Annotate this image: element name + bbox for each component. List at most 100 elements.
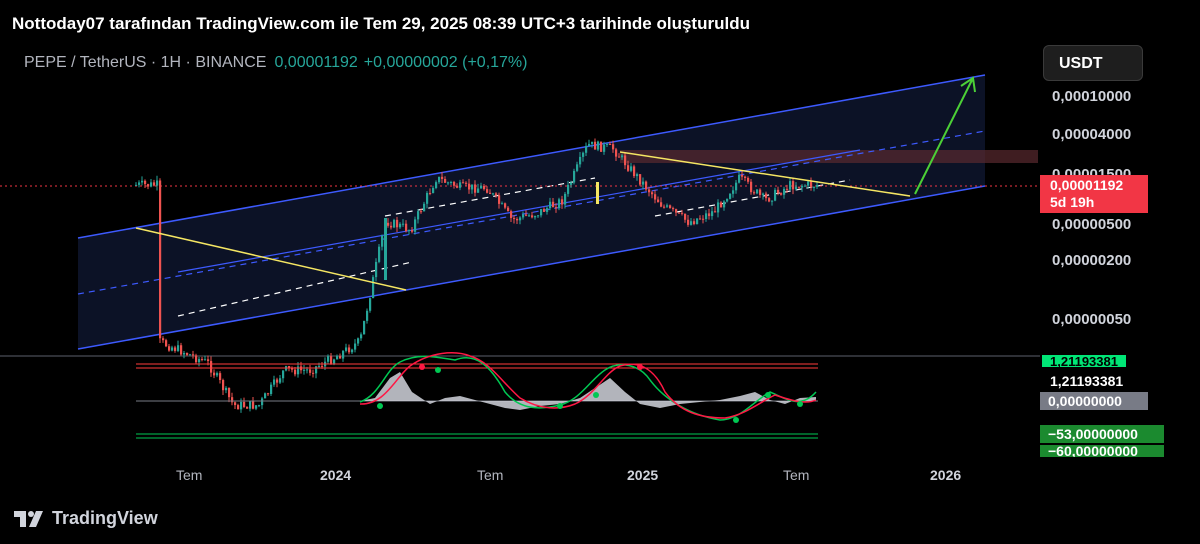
candle-body: [450, 181, 453, 183]
candle-body: [596, 182, 599, 204]
candle-body: [219, 373, 222, 381]
candle-body: [270, 384, 273, 394]
candle-body: [360, 334, 363, 339]
candle-body: [702, 218, 705, 220]
candle-body: [786, 188, 789, 190]
x-tick-label: 2026: [930, 467, 962, 483]
indicator-lower-tag-2: −60,00000000: [1040, 445, 1164, 457]
candle-body: [546, 208, 549, 212]
candle-body: [639, 174, 642, 185]
candle-body: [456, 185, 459, 188]
candle-body: [411, 230, 414, 232]
candle-body: [660, 202, 663, 207]
candle-body: [435, 182, 438, 189]
candle-body: [609, 143, 612, 145]
candle-body: [366, 310, 369, 321]
candle-body: [156, 180, 159, 186]
candle-body: [552, 201, 555, 208]
chart-panel[interactable]: [0, 40, 1200, 495]
candle-body: [753, 192, 756, 194]
current-price-value: 0,00001192: [1050, 177, 1124, 193]
candle-body: [405, 223, 408, 232]
candle-body: [756, 189, 759, 194]
candle-body: [555, 207, 558, 209]
oscillator-cross-dot: [593, 392, 599, 398]
candle-body: [273, 379, 276, 385]
regression-line: [177, 261, 413, 317]
candle-body: [486, 189, 489, 193]
candle-body: [561, 199, 564, 205]
candle-body: [558, 199, 561, 209]
candle-body: [687, 219, 690, 225]
candle-body: [306, 369, 309, 371]
channel-inner-line: [177, 149, 861, 273]
candle-body: [513, 217, 516, 220]
candle-body: [429, 193, 432, 195]
candle-body: [498, 195, 501, 204]
candle-body: [225, 387, 228, 391]
candle-body: [528, 215, 531, 217]
candle-body: [537, 215, 540, 217]
candle-body: [135, 184, 138, 186]
candle-body: [294, 369, 297, 375]
currency-button[interactable]: USDT: [1043, 45, 1143, 81]
candle-body: [162, 338, 165, 341]
symbol-label: PEPE / TetherUS · 1H · BINANCE: [24, 54, 267, 71]
candle-body: [183, 352, 186, 355]
candle-body: [618, 156, 621, 158]
candle-body: [474, 184, 477, 193]
candle-body: [507, 207, 510, 212]
candle-body: [447, 182, 450, 184]
candle-body: [519, 217, 522, 221]
candle-body: [750, 181, 753, 193]
candle-body: [414, 219, 417, 232]
candle-body: [636, 174, 639, 177]
symbol-legend: PEPE / TetherUS · 1H · BINANCE 0,00001192…: [24, 54, 527, 72]
candle-body: [432, 188, 435, 194]
candle-body: [246, 406, 249, 409]
candle-body: [765, 193, 768, 199]
candle-body: [744, 176, 747, 178]
candle-body: [249, 401, 252, 409]
candle-body: [267, 393, 270, 395]
candle-body: [441, 176, 444, 179]
candle-body: [231, 397, 234, 403]
chart-attribution: Nottoday07 tarafından TradingView.com il…: [12, 14, 750, 33]
candle-body: [684, 213, 687, 220]
trendline: [619, 151, 911, 197]
candle-body: [741, 174, 744, 177]
candle-body: [180, 345, 183, 355]
candle-body: [189, 354, 192, 356]
candle-body: [774, 189, 777, 201]
price-chart-svg[interactable]: [0, 40, 1200, 495]
indicator-upper-value: 1,21193381: [1050, 373, 1124, 389]
candle-body: [291, 368, 294, 370]
candle-body: [279, 378, 282, 383]
candle-body: [648, 189, 651, 193]
oscillator-cross-dot: [733, 417, 739, 423]
candle-body: [465, 182, 468, 184]
candle-body: [327, 356, 330, 362]
candle-body: [192, 354, 195, 356]
candle-body: [579, 156, 582, 165]
indicator-upper-tag: 1,21193381: [1042, 355, 1126, 367]
x-tick-label: Tem: [176, 467, 203, 483]
candle-body: [288, 366, 291, 369]
x-tick-label: Tem: [783, 467, 810, 483]
indicator-histogram: [360, 372, 816, 410]
candle-body: [810, 181, 813, 188]
candle-body: [531, 215, 534, 218]
candle-body: [387, 222, 390, 226]
candle-body: [138, 182, 141, 185]
candle-body: [309, 369, 312, 373]
candle-body: [423, 203, 426, 212]
candle-body: [348, 347, 351, 353]
candle-body: [807, 181, 810, 186]
candle-body: [549, 201, 552, 209]
oscillator-cross-dot: [435, 367, 441, 373]
candle-body: [384, 218, 387, 280]
candle-body: [369, 298, 372, 311]
candle-body: [510, 211, 513, 218]
candle-body: [738, 174, 741, 183]
candle-body: [564, 193, 567, 205]
